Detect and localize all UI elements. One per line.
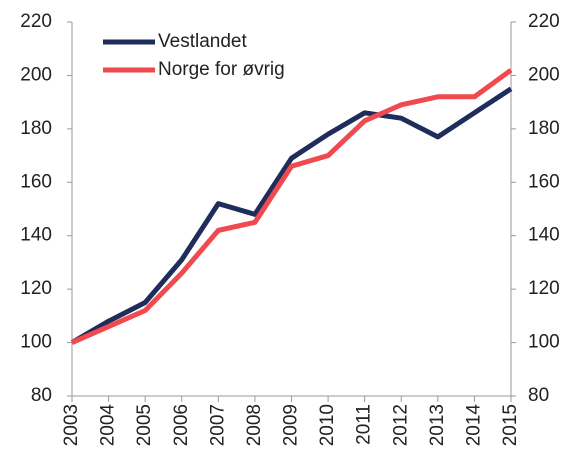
x-tick-label: 2004: [98, 404, 119, 447]
x-tick-label: 2014: [463, 404, 484, 447]
y-tick-label: 120: [20, 278, 52, 299]
y2-tick-label: 200: [528, 64, 560, 85]
y-tick-label: 160: [20, 171, 52, 192]
y-tick-label: 200: [20, 64, 52, 85]
y-tick-label: 220: [20, 11, 52, 32]
y2-tick-label: 80: [528, 385, 549, 406]
y2-tick-label: 220: [528, 11, 560, 32]
y-tick-label: 180: [20, 118, 52, 139]
y2-tick-label: 100: [528, 332, 560, 353]
x-tick-label: 2010: [317, 404, 338, 446]
x-tick-label: 2011: [354, 404, 375, 445]
x-tick-label: 2007: [207, 404, 228, 446]
series-line: [70, 68, 513, 345]
x-tick-label: 2006: [171, 404, 192, 446]
x-tick-label: 2013: [427, 404, 448, 446]
x-tick-label: 2008: [244, 404, 265, 446]
x-tick-label: 2003: [61, 404, 82, 446]
series-line: [70, 86, 513, 345]
y-tick-label: 100: [20, 332, 52, 353]
y-tick-label: 80: [31, 385, 52, 406]
x-tick-label: 2012: [390, 404, 411, 446]
x-tick-label: 2005: [134, 404, 155, 446]
y2-tick-label: 180: [528, 118, 560, 139]
y2-tick-label: 160: [528, 171, 560, 192]
y2-tick-label: 140: [528, 225, 560, 246]
x-tick-label: 2009: [281, 404, 302, 446]
y-tick-label: 140: [20, 225, 52, 246]
y2-tick-label: 120: [528, 278, 560, 299]
legend-label: Vestlandet: [158, 31, 247, 52]
legend-label: Norge for øvrig: [158, 59, 285, 80]
x-tick-label: 2015: [500, 404, 521, 446]
